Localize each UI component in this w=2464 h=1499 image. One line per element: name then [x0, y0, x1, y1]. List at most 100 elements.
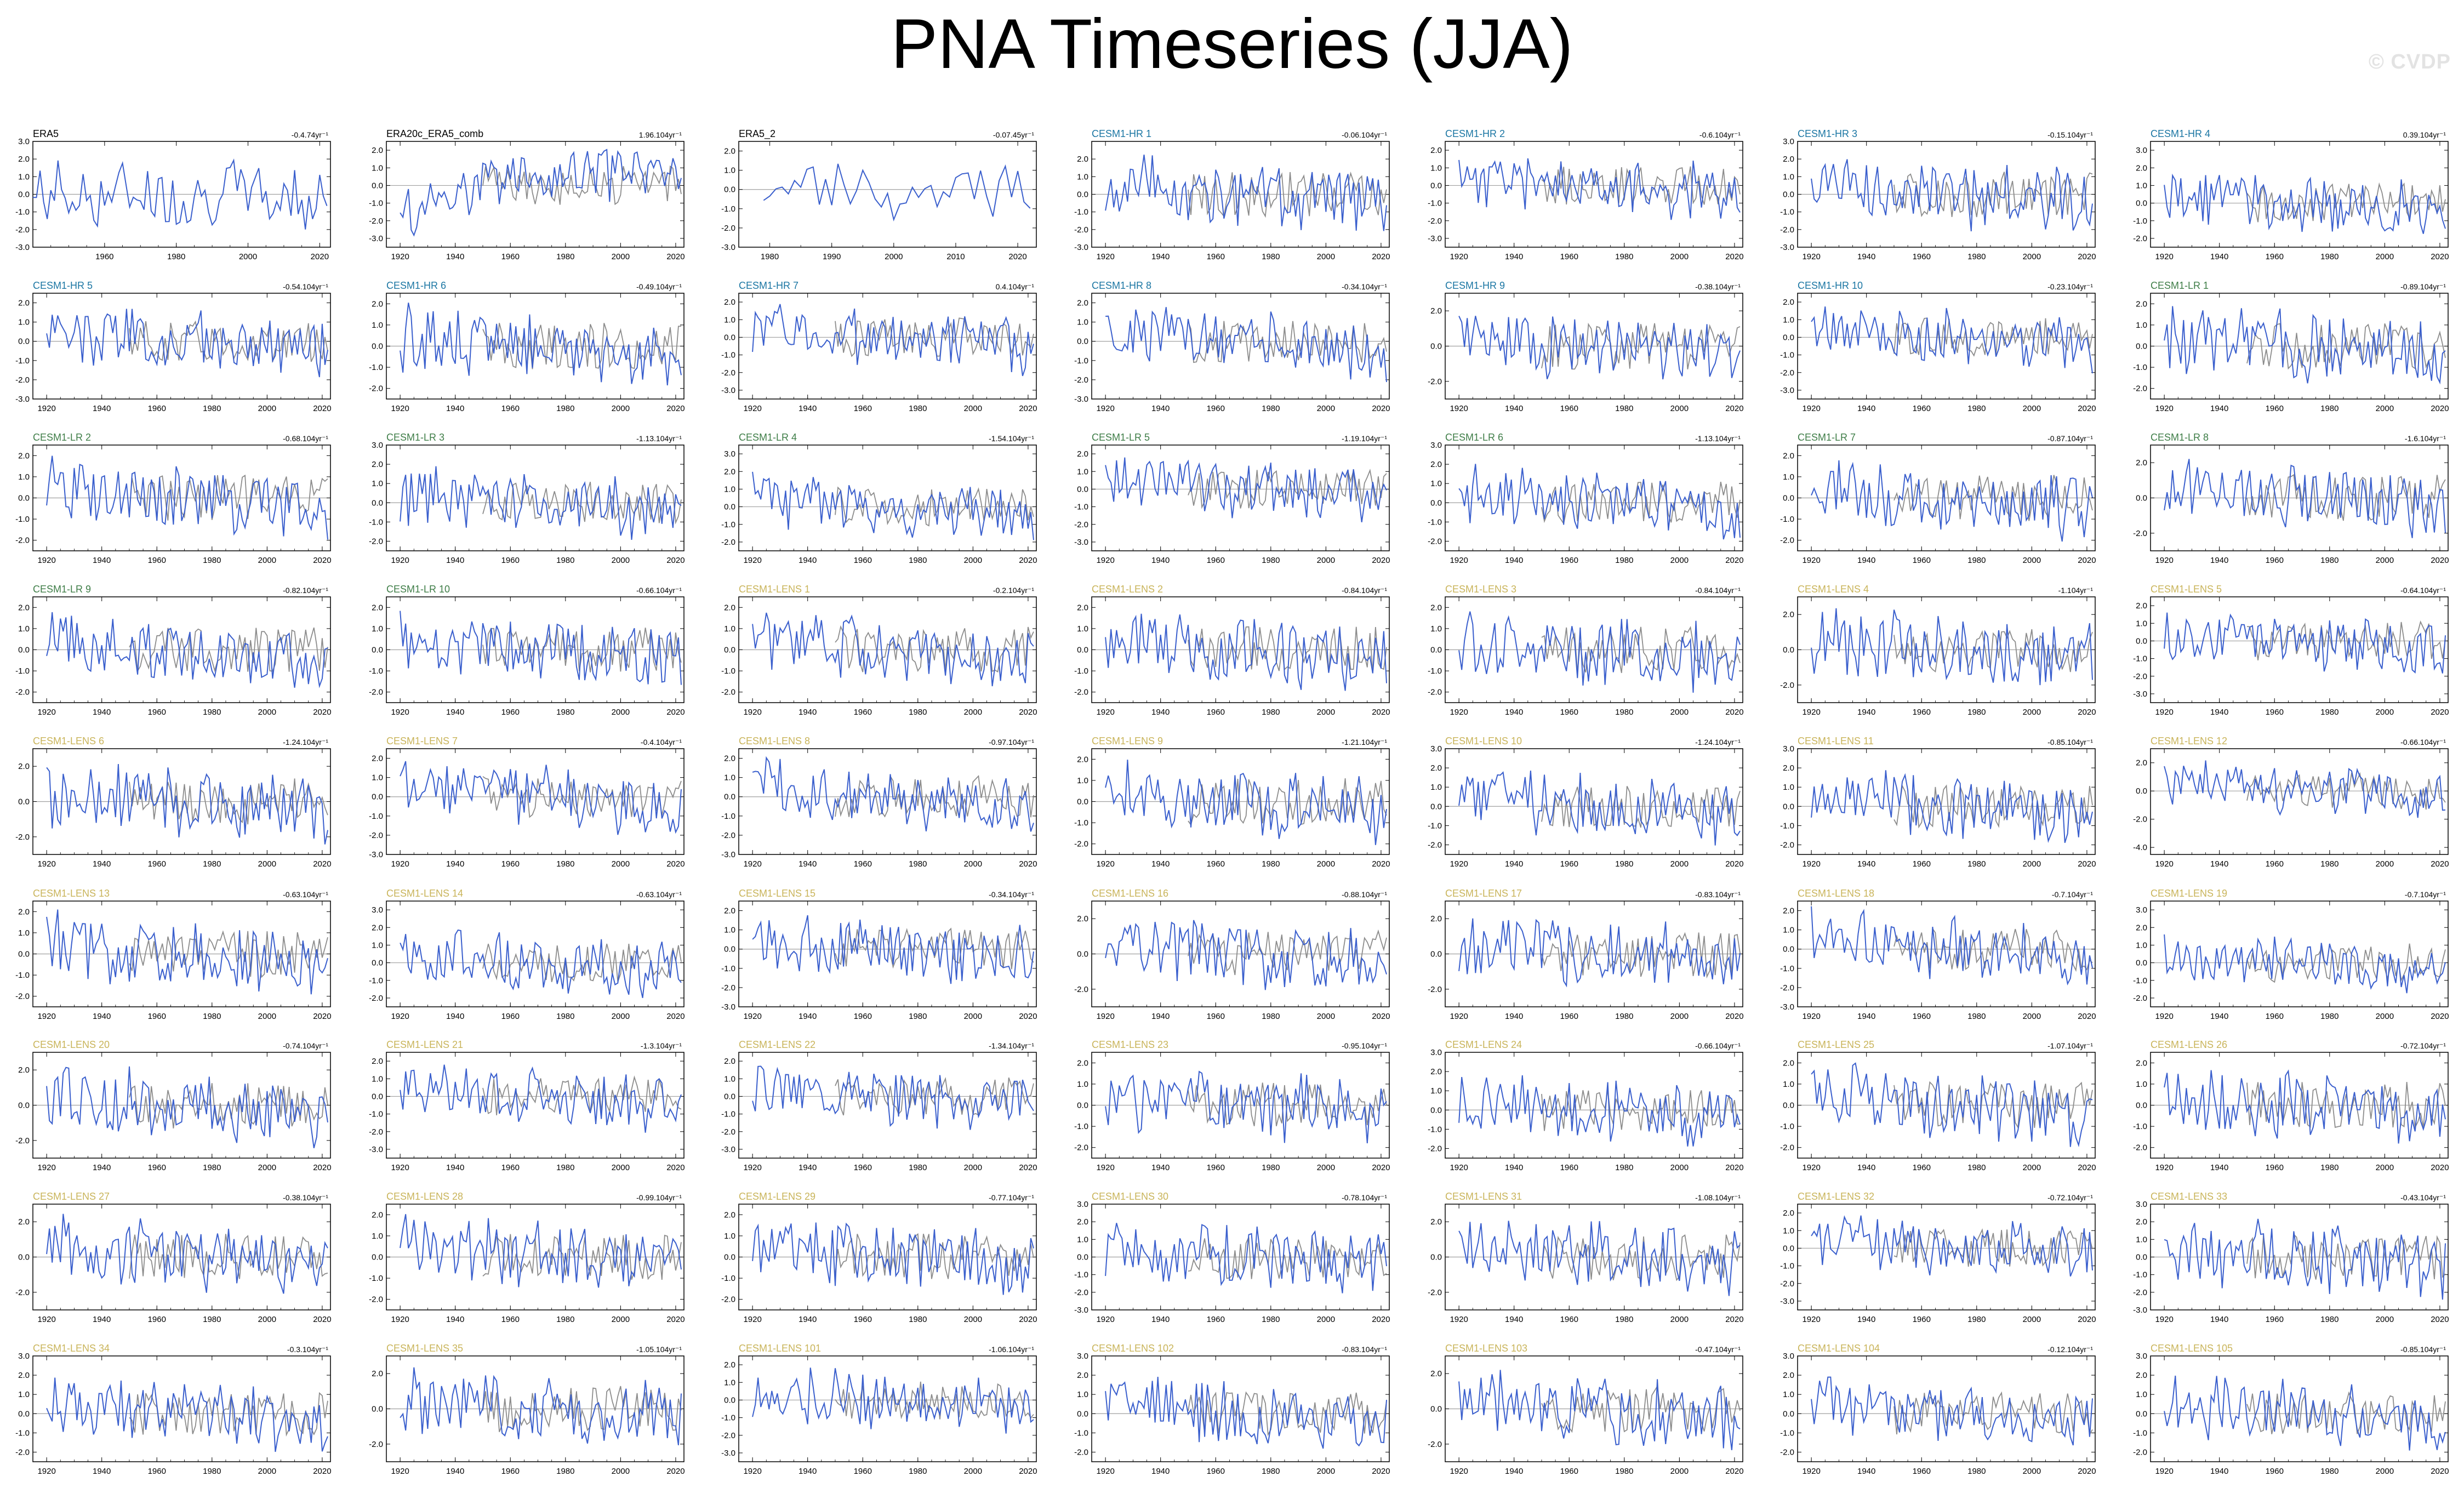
y-tick-label: 1.0: [18, 172, 30, 181]
y-tick-label: 0.0: [724, 185, 735, 195]
panel-label: CESM1-LENS 4: [1798, 584, 1869, 595]
plot-area: 2.0 1.0 0.0 -1.0 -2.0 1920 1940 1960 1980 2000 202…: [1428, 596, 1744, 717]
y-tick-label: -1.0: [15, 208, 30, 217]
x-tick-label: 1940: [446, 1315, 464, 1324]
panel-label: CESM1-LENS 19: [2151, 888, 2228, 899]
x-tick-label: 1980: [2320, 859, 2338, 869]
pna-panel: CESM1-HR 4 0.39.104yr⁻¹ 3.0 2.0 1.0 0.0 -1.0 -2…: [2118, 119, 2454, 264]
panel-label: CESM1-LR 8: [2151, 432, 2209, 443]
x-tick-label: 2020: [666, 708, 685, 717]
x-tick-label: 1980: [2320, 1012, 2338, 1021]
x-tick-label: 2020: [313, 1467, 331, 1476]
y-tick-label: 0.0: [372, 181, 383, 190]
plot-area: 2.0 1.0 0.0 -1.0 -2.0 -3.0 1920 1940 1960 1980 200…: [369, 1052, 685, 1172]
obs-series-line: [835, 774, 1034, 818]
panel-trend-label: -0.72.104yr⁻¹: [2047, 1193, 2093, 1202]
panel-plot: 3.0 2.0 1.0 0.0 -1.0 -2.0 1920 1940 1960 1980 2000…: [369, 441, 685, 565]
x-tick-label: 1920: [37, 708, 55, 717]
panel-trend-label: -0.88.104yr⁻¹: [1342, 890, 1387, 899]
x-tick-label: 1940: [1857, 1315, 1875, 1324]
obs-series-line: [835, 486, 1034, 527]
y-tick-label: -3.0: [1428, 234, 1442, 243]
x-tick-label: 1920: [391, 708, 409, 717]
x-tick-label: 1920: [2155, 708, 2173, 717]
model-series-line: [46, 309, 328, 378]
x-tick-label: 1920: [2155, 1315, 2173, 1324]
x-tick-label: 2020: [666, 1467, 685, 1476]
y-tick-label: -1.0: [369, 1274, 383, 1283]
panel-plot: 2.0 1.0 0.0 -1.0 -2.0 1920 1940 1960 1980 2000 202…: [1074, 748, 1390, 869]
x-tick-label: 2020: [1019, 1467, 1037, 1476]
y-tick-label: -2.0: [1428, 1144, 1442, 1153]
panel-label: ERA5: [33, 128, 59, 139]
plot-frame: [1797, 1204, 2096, 1310]
panel-trend-label: -0.82.104yr⁻¹: [283, 586, 328, 595]
panel-plot: 2.0 0.0 -2.0 1920 1940 1960 1980 2000 2020: [369, 1355, 685, 1476]
x-tick-label: 2000: [612, 859, 630, 869]
plot-area: 2.0 0.0 -2.0 1920 1940 1960 1980 2000 2020: [15, 748, 332, 869]
y-tick-label: -3.0: [1074, 538, 1088, 547]
y-tick-label: 1.0: [1077, 1390, 1088, 1399]
x-tick-label: 1920: [743, 1315, 761, 1324]
x-tick-label: 1920: [1450, 1315, 1468, 1324]
y-tick-label: 1.0: [372, 1074, 383, 1084]
y-tick-label: 2.0: [1783, 763, 1794, 773]
x-tick-label: 1960: [1207, 1012, 1225, 1021]
model-series-line: [2164, 612, 2446, 674]
y-tick-label: 3.0: [372, 905, 383, 915]
plot-frame: [1445, 141, 1743, 248]
y-tick-label: 0.0: [372, 1405, 383, 1414]
y-tick-label: 0.0: [2136, 636, 2147, 646]
x-tick-label: 1940: [1857, 708, 1875, 717]
x-tick-label: 1960: [1560, 404, 1578, 413]
plot-frame: [738, 1052, 1037, 1159]
x-tick-label: 2000: [612, 708, 630, 717]
x-tick-label: 1980: [1967, 556, 1986, 565]
y-tick-label: 0.0: [724, 333, 735, 342]
x-tick-label: 2000: [2376, 1315, 2394, 1324]
y-tick-label: 2.0: [1783, 610, 1794, 619]
panel-label: CESM1-LENS 35: [386, 1343, 464, 1354]
y-tick-label: -2.0: [369, 1440, 383, 1449]
obs-series-line: [1188, 1082, 1387, 1126]
model-series-line: [752, 471, 1034, 540]
panel-trend-label: -0.12.104yr⁻¹: [2047, 1345, 2093, 1354]
plot-frame: [386, 141, 685, 248]
pna-panel: CESM1-LENS 22 -1.34.104yr⁻¹ 2.0 1.0 0.0 -1.0 -…: [706, 1030, 1042, 1175]
panel-plot: 2.0 1.0 0.0 -1.0 -2.0 -3.0 1920 1940 1960 1980 200…: [369, 748, 685, 869]
x-tick-label: 1940: [1505, 708, 1523, 717]
x-tick-label: 1920: [1802, 404, 1820, 413]
x-tick-label: 1960: [1913, 708, 1931, 717]
y-tick-label: -2.0: [15, 1136, 30, 1145]
plot-area: 2.0 1.0 0.0 -1.0 -2.0 1920 1940 1960 1980 2000 202…: [721, 596, 1037, 717]
x-tick-label: 2000: [239, 252, 257, 261]
y-tick-label: 3.0: [18, 1352, 30, 1361]
model-series-line: [1458, 316, 1741, 380]
model-series-line: [2164, 934, 2446, 994]
y-tick-label: -1.0: [369, 517, 383, 527]
x-tick-label: 2020: [2431, 708, 2449, 717]
x-tick-label: 1960: [95, 252, 113, 261]
y-tick-label: -3.0: [369, 850, 383, 859]
panel-plot: 2.0 1.0 0.0 -1.0 -2.0 -3.0 1920 1940 1960 1980 200…: [721, 748, 1037, 869]
x-tick-label: 1940: [1151, 1315, 1170, 1324]
y-tick-label: -2.0: [1780, 1279, 1794, 1289]
y-tick-label: 1.0: [1783, 1080, 1794, 1089]
plot-area: 2.0 1.0 0.0 -1.0 -2.0 -3.0 1920 1940 1960 1980 200…: [721, 748, 1037, 869]
x-tick-label: 2000: [258, 556, 276, 565]
plot-area: 2.0 0.0 -2.0 1920 1940 1960 1980 2000 2020: [2133, 444, 2449, 565]
y-tick-label: 0.0: [1783, 945, 1794, 954]
panel-label: CESM1-LENS 12: [2151, 736, 2228, 746]
panel-trend-label: 0.4.104yr⁻¹: [995, 282, 1034, 291]
panel-trend-label: -0.97.104yr⁻¹: [989, 738, 1034, 746]
plot-area: 2.0 1.0 0.0 -1.0 -2.0 -3.0 1920 1940 1960 1980 200…: [1074, 141, 1390, 261]
y-tick-label: 0.0: [1430, 1105, 1442, 1115]
x-tick-label: 1960: [854, 556, 872, 565]
y-tick-label: -1.0: [721, 1274, 735, 1283]
y-tick-label: -2.0: [15, 1447, 30, 1457]
panel-trend-label: -0.4.74yr⁻¹: [291, 130, 328, 139]
y-tick-label: 2.0: [1430, 306, 1442, 316]
panel-label: CESM1-HR 5: [33, 280, 93, 291]
x-tick-label: 2020: [313, 708, 331, 717]
y-tick-label: 1.0: [1430, 624, 1442, 634]
